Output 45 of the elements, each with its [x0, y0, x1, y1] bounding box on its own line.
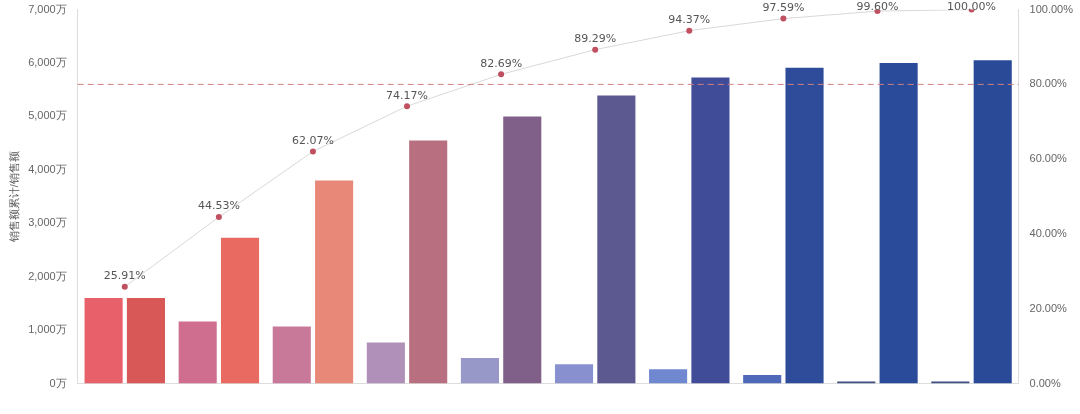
- y-tick-label: 1,000万: [28, 323, 67, 336]
- data-label: 25.91%: [103, 269, 146, 283]
- bar: [743, 375, 782, 384]
- bar: [837, 381, 876, 384]
- bar: [554, 364, 594, 384]
- bar: [220, 237, 260, 384]
- bar: [691, 77, 730, 384]
- data-label: 94.37%: [668, 13, 711, 27]
- bar: [126, 298, 165, 384]
- bar: [272, 326, 311, 384]
- y-tick-label: 2,000万: [28, 269, 67, 282]
- data-label: 100.00%: [947, 0, 997, 14]
- data-label: 97.59%: [762, 0, 805, 14]
- bar: [649, 369, 688, 384]
- y-tick-label: 4,000万: [28, 162, 67, 175]
- data-label: 74.17%: [386, 88, 428, 102]
- data-label: 82.69%: [480, 56, 523, 70]
- y2-tick-label: 20.00%: [1029, 301, 1068, 314]
- y-tick-label: 0万: [49, 376, 67, 389]
- y-axis-title: 销售额累计/销售额: [7, 151, 20, 244]
- data-label: 44.53%: [197, 199, 240, 213]
- bar: [503, 116, 542, 384]
- y-tick-label: 3,000万: [28, 216, 67, 229]
- bar: [931, 381, 970, 384]
- bar: [879, 63, 918, 384]
- y2-tick-label: 100.00%: [1029, 2, 1074, 15]
- data-label: 99.60%: [856, 0, 899, 14]
- bar: [315, 180, 354, 384]
- y2-tick-label: 40.00%: [1029, 227, 1068, 240]
- data-label: 89.29%: [574, 32, 617, 46]
- y-tick-label: 6,000万: [28, 56, 67, 69]
- bar: [973, 60, 1012, 384]
- y2-tick-label: 0.00%: [1029, 376, 1061, 389]
- bar: [366, 342, 405, 384]
- bar: [178, 321, 217, 384]
- y2-tick-label: 80.00%: [1029, 77, 1068, 90]
- y2-tick-label: 60.00%: [1029, 152, 1068, 165]
- y-tick-label: 5,000万: [28, 109, 67, 122]
- bar: [785, 67, 824, 384]
- bar: [84, 298, 123, 384]
- data-label: 62.07%: [291, 133, 334, 147]
- y-tick-label: 7,000万: [28, 2, 67, 15]
- bar: [597, 95, 636, 384]
- bar: [460, 357, 499, 384]
- bar: [409, 140, 448, 384]
